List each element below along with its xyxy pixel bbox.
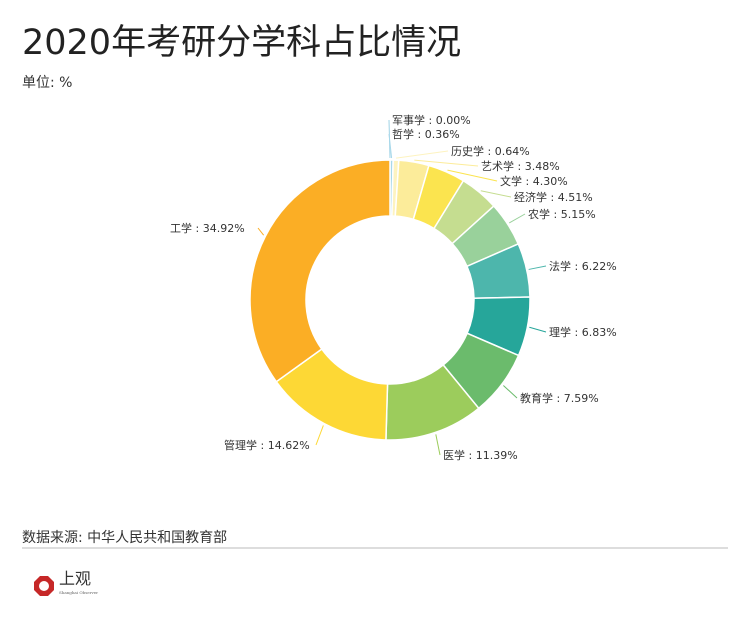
- data-label-军事学: 军事学 : 0.00%: [392, 113, 471, 127]
- data-source: 数据来源: 中华人民共和国教育部: [22, 530, 228, 546]
- divider: [22, 547, 728, 549]
- leader-line-农学: [508, 213, 526, 224]
- donut-chart: 军事学 : 0.00%哲学 : 0.36% 历史学 : 0.64%艺术学 : 3.…: [170, 113, 617, 462]
- data-label-工学: 工学 : 34.92%: [170, 221, 245, 235]
- data-label-管理学: 管理学 : 14.62%: [224, 438, 310, 452]
- page-title: 2020年考研分学科占比情况: [22, 23, 462, 63]
- slice-工学: [249, 159, 391, 383]
- data-label-理学: 理学 : 6.83%: [549, 325, 617, 339]
- leader-line-文学: [447, 169, 498, 182]
- data-label-历史学: 历史学 : 0.64%: [451, 144, 530, 158]
- leader-line-经济学: [480, 190, 512, 198]
- leader-line-历史学: [395, 150, 449, 159]
- data-label-文学: 文学 : 4.30%: [500, 174, 568, 188]
- leader-line-艺术学: [414, 159, 479, 167]
- leader-line-理学: [529, 326, 547, 333]
- logo-icon: [34, 576, 54, 596]
- data-label-哲学: 哲学 : 0.36%: [392, 127, 460, 141]
- data-label-经济学: 经济学 : 4.51%: [514, 190, 593, 204]
- data-label-医学: 医学 : 11.39%: [443, 448, 518, 462]
- data-label-艺术学: 艺术学 : 3.48%: [481, 159, 560, 173]
- data-label-法学: 法学 : 6.22%: [549, 259, 617, 273]
- leader-line-哲学: [388, 133, 393, 159]
- leader-line-工学: [257, 227, 265, 236]
- logo: 上观 Shanghai Observer: [33, 569, 99, 600]
- leader-line-教育学: [503, 385, 518, 399]
- unit-label: 单位: %: [22, 75, 73, 91]
- logo-name: 上观: [59, 569, 92, 588]
- data-label-教育学: 教育学 : 7.59%: [520, 391, 599, 405]
- leader-line-管理学: [315, 425, 324, 446]
- data-label-农学: 农学 : 5.15%: [528, 207, 596, 221]
- leader-line-法学: [528, 265, 547, 270]
- leader-line-医学: [435, 434, 441, 456]
- logo-sub: Shanghai Observer: [59, 590, 99, 595]
